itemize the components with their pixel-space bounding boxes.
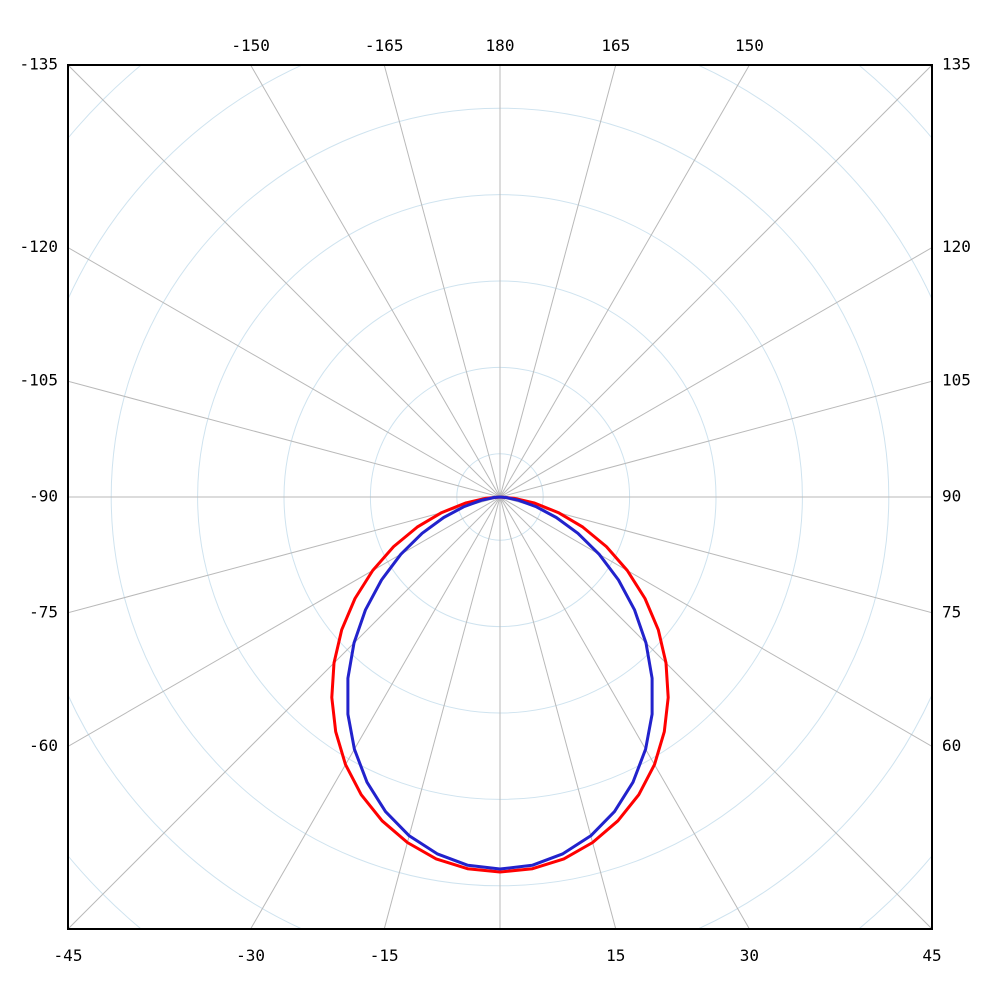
angle-label--90: -90 bbox=[29, 487, 58, 506]
grid-spoke bbox=[68, 247, 501, 498]
grid-spoke bbox=[499, 496, 750, 929]
angle-label--45: -45 bbox=[54, 946, 83, 965]
grid-spoke bbox=[250, 496, 501, 929]
angle-label--150: -150 bbox=[231, 36, 270, 55]
angle-label--60: -60 bbox=[29, 736, 58, 755]
plot-border bbox=[67, 64, 933, 930]
series-blue-curve bbox=[346, 495, 654, 871]
grid-spoke bbox=[250, 65, 501, 498]
series-red-curve bbox=[330, 495, 670, 874]
grid-spoke bbox=[68, 65, 501, 498]
angle-label-60: 60 bbox=[942, 736, 961, 755]
angle-label--30: -30 bbox=[236, 946, 265, 965]
grid-spoke bbox=[499, 247, 932, 498]
grid-spoke bbox=[499, 65, 617, 498]
grid-spoke bbox=[68, 496, 501, 747]
angle-label-105: 105 bbox=[942, 371, 971, 390]
angle-label-15: 15 bbox=[606, 946, 625, 965]
grid-spoke bbox=[499, 496, 932, 747]
grid-spoke bbox=[499, 496, 932, 929]
angle-label-120: 120 bbox=[942, 237, 971, 256]
angle-label-150: 150 bbox=[735, 36, 764, 55]
angle-label-135: 135 bbox=[942, 55, 971, 74]
grid-spoke bbox=[383, 65, 501, 498]
angle-label--75: -75 bbox=[29, 602, 58, 621]
angle-label-180: 180 bbox=[486, 36, 515, 55]
angle-label-30: 30 bbox=[740, 946, 759, 965]
grid-spoke bbox=[499, 65, 932, 498]
angle-label--135: -135 bbox=[19, 55, 58, 74]
grid-spoke bbox=[383, 496, 501, 929]
angle-label-90: 90 bbox=[942, 487, 961, 506]
angle-label-75: 75 bbox=[942, 602, 961, 621]
grid-spoke bbox=[68, 496, 501, 614]
grid-spoke bbox=[68, 496, 501, 929]
angle-label-165: 165 bbox=[601, 36, 630, 55]
angle-label--105: -105 bbox=[19, 371, 58, 390]
grid-spoke bbox=[68, 380, 501, 498]
angle-label--15: -15 bbox=[370, 946, 399, 965]
grid-spoke bbox=[499, 496, 617, 929]
grid-spoke bbox=[499, 496, 932, 614]
angle-label--165: -165 bbox=[365, 36, 404, 55]
grid-spoke bbox=[499, 380, 932, 498]
angle-label--120: -120 bbox=[19, 237, 58, 256]
grid-spoke bbox=[499, 65, 750, 498]
angle-label-45: 45 bbox=[922, 946, 941, 965]
